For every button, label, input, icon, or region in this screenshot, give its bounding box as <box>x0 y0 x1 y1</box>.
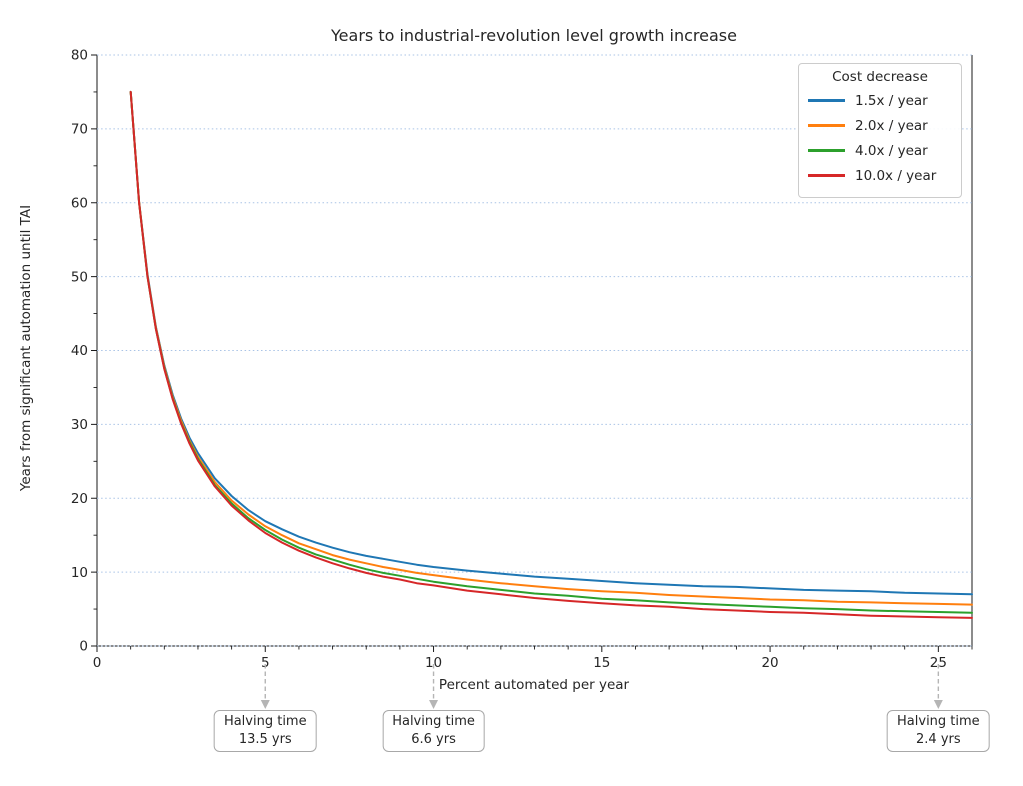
annotation-line1: Halving time <box>897 714 980 729</box>
x-tick-label: 15 <box>593 655 610 671</box>
series-line-10.0x-year <box>129 90 973 619</box>
annotation-line2: 13.5 yrs <box>238 732 292 747</box>
annotation-line2: 2.4 yrs <box>916 732 961 747</box>
y-tick-label: 50 <box>71 269 88 285</box>
y-tick-label: 30 <box>71 417 88 433</box>
legend-item: 2.0x / year <box>799 113 961 138</box>
legend-item-label: 2.0x / year <box>855 117 928 134</box>
y-tick-label: 20 <box>71 491 88 507</box>
y-tick-label: 10 <box>71 565 88 581</box>
x-tick-label: 20 <box>761 655 778 671</box>
legend-line-swatch <box>808 99 845 102</box>
halving-time-annotation: Halving time 2.4 yrs <box>887 710 990 752</box>
annotation-line2: 6.6 yrs <box>411 732 456 747</box>
legend-title: Cost decrease <box>832 69 928 85</box>
x-axis-label: Percent automated per year <box>438 677 630 693</box>
halving-time-annotation: Halving time 6.6 yrs <box>382 710 485 752</box>
annotation-line1: Halving time <box>392 714 475 729</box>
halving-time-annotation: Halving time 13.5 yrs <box>213 710 317 752</box>
arrow-head-down-icon <box>933 700 943 709</box>
y-tick-label: 60 <box>71 195 88 211</box>
arrow-head-down-icon <box>429 700 439 709</box>
y-axis-label: Years from significant automation until … <box>18 204 34 492</box>
legend-line-swatch <box>808 149 845 152</box>
x-tick-label: 25 <box>930 655 947 671</box>
legend-item: 1.5x / year <box>799 88 961 113</box>
arrow-head-down-icon <box>260 700 270 709</box>
x-tick-label: 10 <box>425 655 442 671</box>
legend: Cost decrease 1.5x / year 2.0x / year 4.0x… <box>798 63 962 198</box>
legend-item-label: 10.0x / year <box>855 167 937 184</box>
annotation-line1: Halving time <box>223 714 307 729</box>
legend-item-label: 1.5x / year <box>855 92 928 109</box>
y-tick-label: 80 <box>71 48 88 64</box>
legend-item: 4.0x / year <box>799 138 961 163</box>
x-tick-label: 5 <box>261 655 270 671</box>
y-tick-label: 40 <box>71 343 88 359</box>
legend-line-swatch <box>808 174 845 177</box>
legend-item-label: 4.0x / year <box>855 142 928 159</box>
y-tick-label: 0 <box>79 639 88 655</box>
y-tick-label: 70 <box>71 122 88 138</box>
legend-item: 10.0x / year <box>799 163 961 188</box>
chart-title: Years to industrial-revolution level gro… <box>331 26 737 45</box>
x-tick-label: 0 <box>93 655 102 671</box>
legend-line-swatch <box>808 124 845 127</box>
